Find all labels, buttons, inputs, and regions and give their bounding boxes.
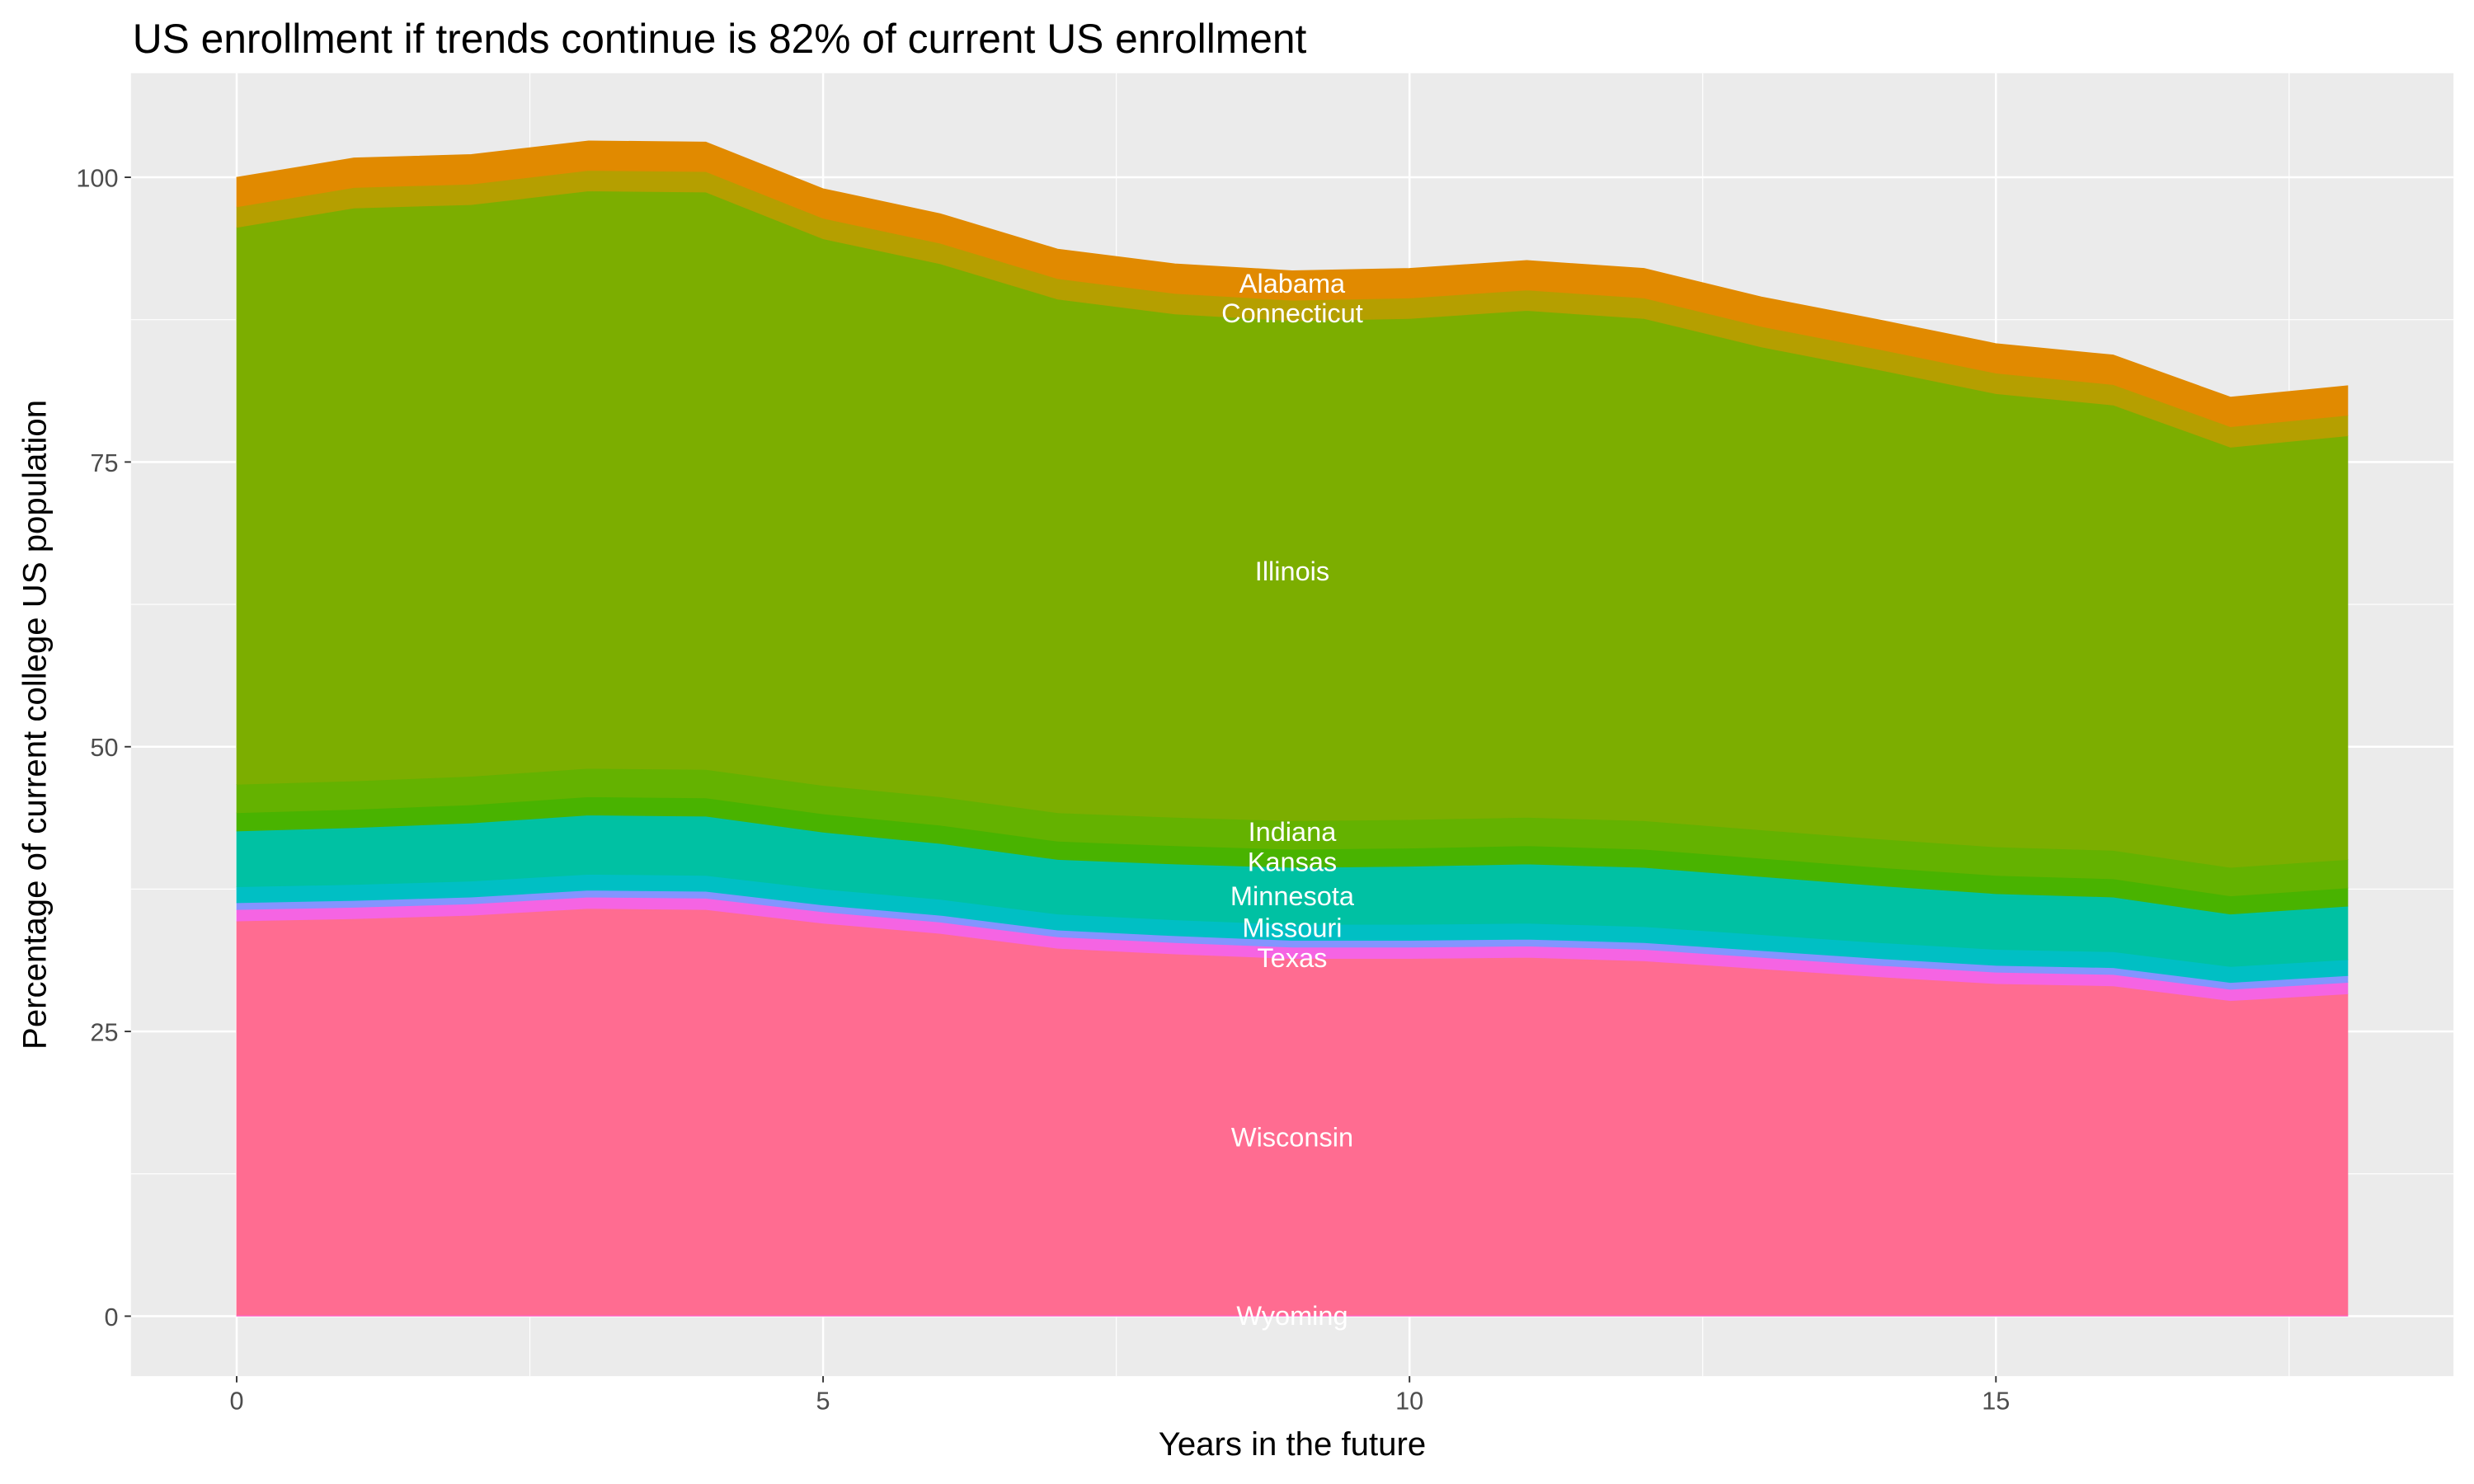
- y-tick-label: 0: [104, 1303, 118, 1331]
- label-missouri: Missouri: [1242, 913, 1342, 943]
- x-tick-label: 5: [816, 1387, 830, 1415]
- label-minnesota: Minnesota: [1230, 881, 1355, 911]
- y-tick-label: 75: [90, 449, 118, 477]
- label-kansas: Kansas: [1248, 848, 1337, 877]
- area-layers: [236, 140, 2349, 1317]
- x-tick-label: 0: [229, 1387, 243, 1415]
- x-axis-title: Years in the future: [1159, 1425, 1426, 1463]
- label-texas: Texas: [1257, 943, 1327, 973]
- y-tick-label: 100: [76, 165, 118, 193]
- label-indiana: Indiana: [1249, 817, 1338, 847]
- label-wisconsin: Wisconsin: [1231, 1122, 1353, 1152]
- label-illinois: Illinois: [1255, 556, 1329, 586]
- x-tick-label: 15: [1982, 1387, 2010, 1415]
- y-axis-title: Percentage of current college US populat…: [16, 400, 53, 1050]
- y-axis: 0 25 50 75 100: [76, 165, 131, 1331]
- label-connecticut: Connecticut: [1221, 298, 1363, 328]
- y-tick-label: 25: [90, 1019, 118, 1047]
- y-tick-label: 50: [90, 734, 118, 762]
- x-axis: 0 5 10 15: [229, 1376, 2010, 1415]
- label-wyoming: Wyoming: [1236, 1301, 1348, 1331]
- x-tick-label: 10: [1395, 1387, 1423, 1415]
- chart-title: US enrollment if trends continue is 82% …: [133, 16, 1307, 62]
- label-alabama: Alabama: [1239, 269, 1346, 298]
- area-alabama: [236, 140, 2349, 427]
